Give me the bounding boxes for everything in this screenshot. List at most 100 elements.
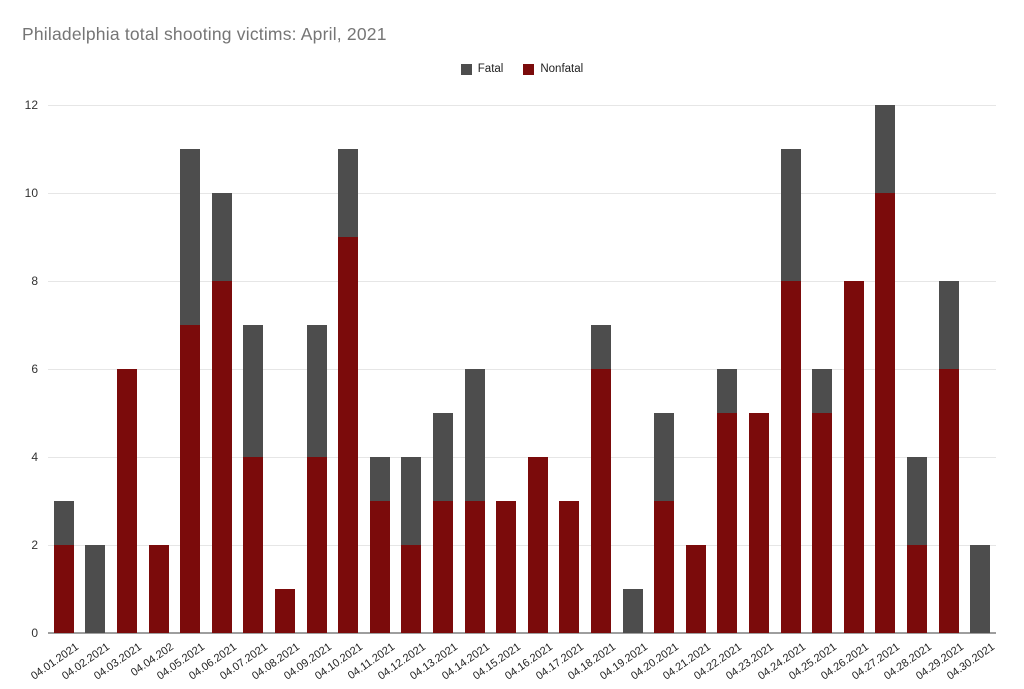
bar-stack-04.28.2021[interactable] [906, 457, 927, 633]
bar-segment-nonfatal[interactable] [116, 369, 137, 633]
bar-segment-nonfatal[interactable] [338, 237, 359, 633]
y-tick-label: 8 [31, 274, 38, 288]
bar-segment-fatal[interactable] [401, 457, 422, 545]
bar-segment-nonfatal[interactable] [906, 545, 927, 633]
bar-segment-nonfatal[interactable] [274, 589, 295, 633]
legend-swatch-icon [523, 63, 535, 75]
bar-slot [238, 105, 270, 633]
bar-stack-04.22.2021[interactable] [717, 369, 738, 633]
bar-segment-nonfatal[interactable] [780, 281, 801, 633]
bar-segment-fatal[interactable] [590, 325, 611, 369]
bar-segment-nonfatal[interactable] [559, 501, 580, 633]
bar-segment-nonfatal[interactable] [53, 545, 74, 633]
bar-stack-04.04.202[interactable] [148, 545, 169, 633]
x-axis-labels: 04.01.2021 04.02.2021 04.03.2021 04.04.202 0… [29, 633, 997, 689]
bar-segment-fatal[interactable] [654, 413, 675, 501]
bar-segment-nonfatal[interactable] [401, 545, 422, 633]
bar-segment-fatal[interactable] [432, 413, 453, 501]
bar-segment-nonfatal[interactable] [527, 457, 548, 633]
bar-slot [111, 105, 143, 633]
bar-slot [648, 105, 680, 633]
bar-segment-nonfatal[interactable] [748, 413, 769, 633]
bar-stack-04.01.2021[interactable] [53, 501, 74, 633]
x-axis-line [48, 632, 996, 634]
bar-stack-04.17.2021[interactable] [559, 501, 580, 633]
bar-stack-04.10.2021[interactable] [338, 149, 359, 633]
bar-stack-04.21.2021[interactable] [685, 545, 706, 633]
bar-segment-nonfatal[interactable] [243, 457, 264, 633]
bar-segment-fatal[interactable] [53, 501, 74, 545]
bar-segment-fatal[interactable] [717, 369, 738, 413]
bar-segment-nonfatal[interactable] [717, 413, 738, 633]
bar-stack-04.20.2021[interactable] [654, 413, 675, 633]
bar-segment-fatal[interactable] [812, 369, 833, 413]
bar-segment-fatal[interactable] [938, 281, 959, 369]
bar-segment-fatal[interactable] [780, 149, 801, 281]
bar-stack-04.11.2021[interactable] [369, 457, 390, 633]
gridline [48, 105, 996, 106]
bar-stack-04.03.2021[interactable] [116, 369, 137, 633]
bar-stack-04.13.2021[interactable] [432, 413, 453, 633]
bar-stack-04.26.2021[interactable] [843, 281, 864, 633]
bar-segment-nonfatal[interactable] [464, 501, 485, 633]
bar-segment-fatal[interactable] [622, 589, 643, 633]
bar-stack-04.24.2021[interactable] [780, 149, 801, 633]
bar-segment-nonfatal[interactable] [654, 501, 675, 633]
bar-stack-04.09.2021[interactable] [306, 325, 327, 633]
bar-segment-nonfatal[interactable] [812, 413, 833, 633]
bar-segment-nonfatal[interactable] [685, 545, 706, 633]
bar-segment-nonfatal[interactable] [590, 369, 611, 633]
bar-slot [396, 105, 428, 633]
bar-segment-fatal[interactable] [243, 325, 264, 457]
bar-stack-04.25.2021[interactable] [812, 369, 833, 633]
plot-area [48, 105, 996, 634]
bar-segment-fatal[interactable] [369, 457, 390, 501]
y-tick-label: 10 [24, 186, 38, 200]
bar-segment-fatal[interactable] [464, 369, 485, 501]
bar-segment-nonfatal[interactable] [148, 545, 169, 633]
bar-segment-nonfatal[interactable] [369, 501, 390, 633]
bar-segment-fatal[interactable] [338, 149, 359, 237]
bar-segment-fatal[interactable] [875, 105, 896, 193]
bar-slot [269, 105, 301, 633]
legend-label: Nonfatal [540, 63, 584, 75]
bar-stack-04.19.2021[interactable] [622, 589, 643, 633]
bar-segment-nonfatal[interactable] [843, 281, 864, 633]
bar-segment-nonfatal[interactable] [432, 501, 453, 633]
bar-segment-fatal[interactable] [306, 325, 327, 457]
bar-stack-04.18.2021[interactable] [590, 325, 611, 633]
bar-segment-nonfatal[interactable] [306, 457, 327, 633]
bar-stack-04.23.2021[interactable] [748, 413, 769, 633]
bar-stack-04.30.2021[interactable] [970, 545, 991, 633]
bar-slot [901, 105, 933, 633]
bar-stack-04.06.2021[interactable] [211, 193, 232, 633]
bar-stack-04.05.2021[interactable] [180, 149, 201, 633]
bar-segment-nonfatal[interactable] [496, 501, 517, 633]
bar-segment-nonfatal[interactable] [180, 325, 201, 633]
bar-stack-04.02.2021[interactable] [85, 545, 106, 633]
y-tick-label: 6 [31, 362, 38, 376]
gridline [48, 193, 996, 194]
bar-stack-04.12.2021[interactable] [401, 457, 422, 633]
gridline [48, 369, 996, 370]
bar-segment-nonfatal[interactable] [211, 281, 232, 633]
bar-slot [617, 105, 649, 633]
bar-stack-04.14.2021[interactable] [464, 369, 485, 633]
bar-stack-04.08.2021[interactable] [274, 589, 295, 633]
bar-segment-fatal[interactable] [85, 545, 106, 633]
bar-stack-04.16.2021[interactable] [527, 457, 548, 633]
bar-slot [206, 105, 238, 633]
bar-segment-fatal[interactable] [180, 149, 201, 325]
bar-segment-fatal[interactable] [970, 545, 991, 633]
bar-stack-04.27.2021[interactable] [875, 105, 896, 633]
bar-slot [933, 105, 965, 633]
gridline [48, 281, 996, 282]
bar-segment-fatal[interactable] [906, 457, 927, 545]
bar-stack-04.07.2021[interactable] [243, 325, 264, 633]
bar-segment-fatal[interactable] [211, 193, 232, 281]
bar-stack-04.15.2021[interactable] [496, 501, 517, 633]
bar-segment-nonfatal[interactable] [875, 193, 896, 633]
bar-segment-nonfatal[interactable] [938, 369, 959, 633]
bar-stack-04.29.2021[interactable] [938, 281, 959, 633]
